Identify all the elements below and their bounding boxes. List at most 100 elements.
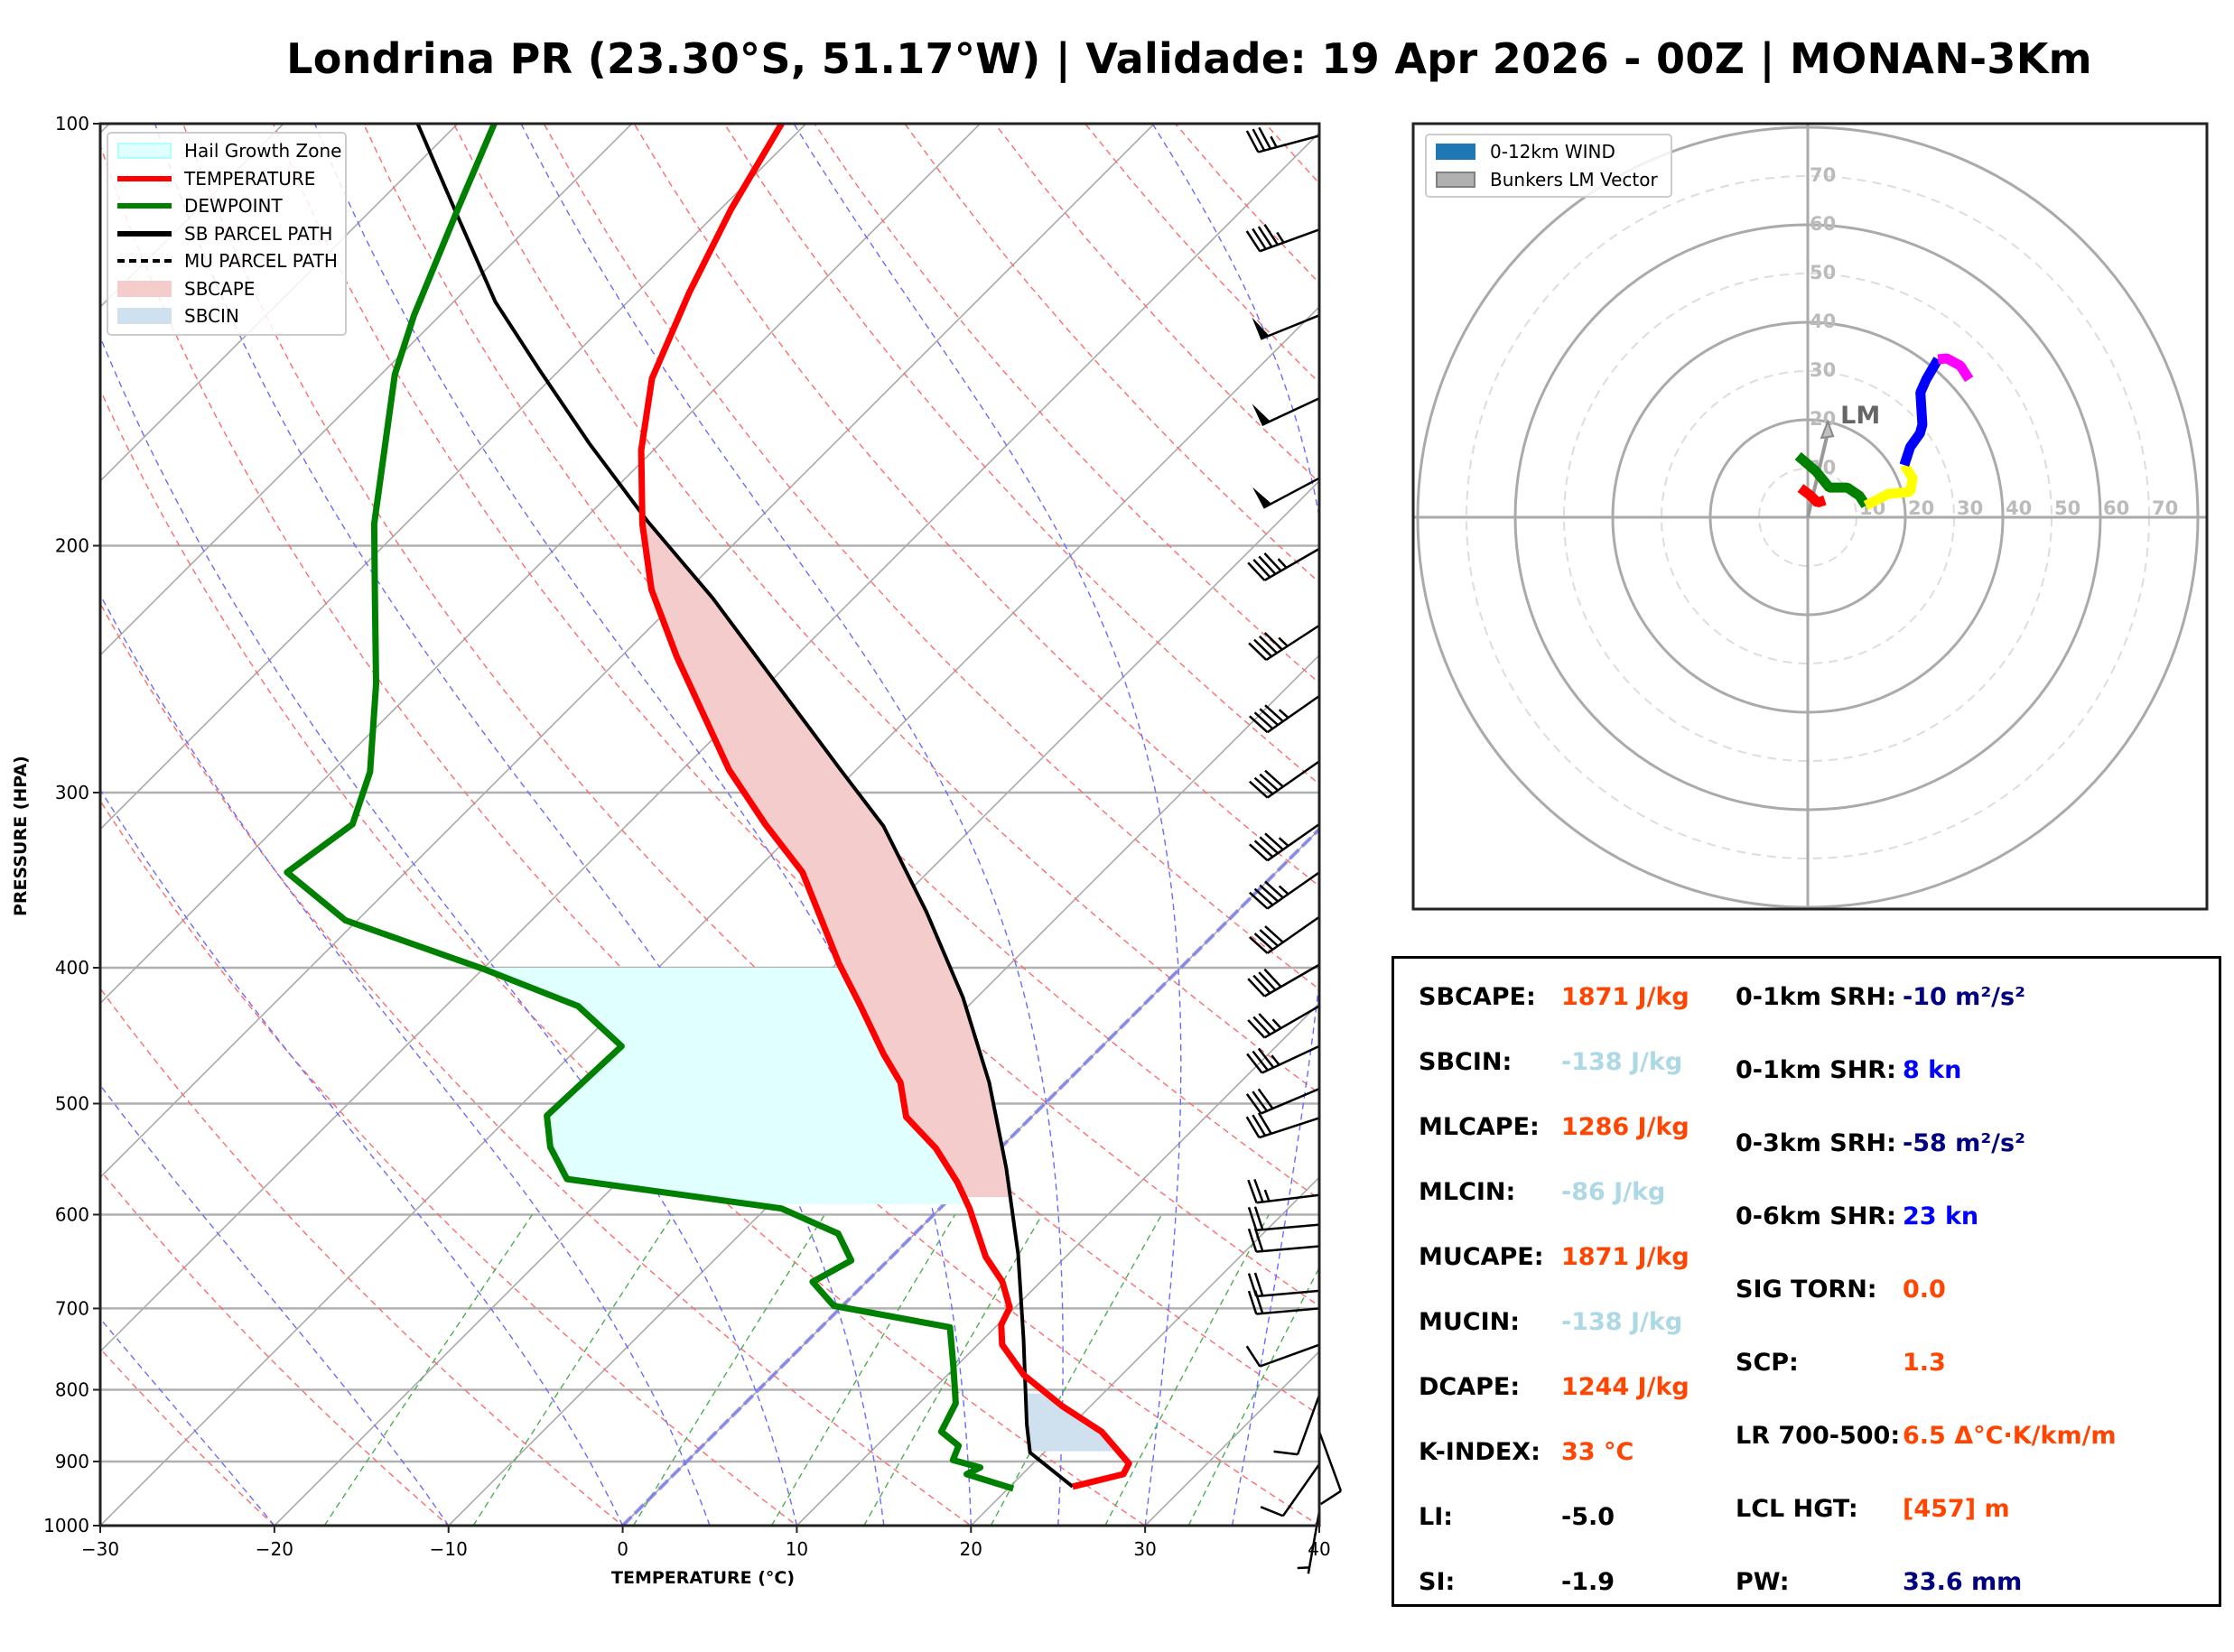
barb-full — [1248, 642, 1268, 661]
barb-shaft — [1263, 547, 1320, 581]
isotherm — [447, 654, 1319, 1526]
wind-barb — [1273, 1394, 1321, 1456]
hodo-segment-6-9km — [1899, 357, 1942, 467]
barb-full — [1273, 1450, 1299, 1456]
x-tick-label: 30 — [1133, 1538, 1156, 1560]
y-tick-label: 500 — [55, 1093, 89, 1115]
barb-full — [1319, 1490, 1342, 1506]
hodo-ring-label-y: 40 — [1810, 311, 1836, 332]
barb-full — [1253, 638, 1273, 658]
bunkers-lm-arrowhead — [1820, 419, 1835, 440]
mixing-ratio-line — [1104, 1214, 1270, 1526]
mixing-ratio-line — [323, 1214, 534, 1526]
y-tick-label: 300 — [55, 782, 89, 803]
hodo-legend-swatch-icon — [1436, 144, 1475, 161]
freezing-isotherm — [621, 826, 1319, 1526]
hodo-ring-label-y: 70 — [1810, 164, 1836, 186]
hodo-ring-label-x: 40 — [2006, 497, 2032, 519]
stat-value: 1286 J/kg — [1561, 1113, 1689, 1141]
stat-value: 1.3 — [1903, 1349, 1946, 1377]
wind-barb — [1247, 1272, 1320, 1298]
barb-full — [1264, 832, 1284, 851]
stat-label: LCL HGT: — [1736, 1495, 1858, 1523]
skewt-legend-swatch-icon — [117, 230, 172, 237]
hodo-legend-label: 0-12km WIND — [1490, 141, 1615, 163]
x-tick-label: −20 — [256, 1538, 293, 1560]
skewt-frame — [98, 122, 1321, 1527]
stat-value: -10 m²/s² — [1903, 983, 2025, 1011]
dry-adiabat — [100, 1348, 275, 1526]
barb-full — [1258, 555, 1277, 575]
skewt-legend-item: MU PARCEL PATH — [108, 247, 345, 275]
barb-shaft — [1263, 1005, 1320, 1039]
barb-shaft — [1266, 822, 1320, 862]
wind-barb — [1247, 547, 1320, 581]
wind-barb — [1248, 822, 1320, 862]
stat-value: 6.5 Δ°C·K/km/m — [1903, 1422, 2117, 1450]
x-tick-label: −30 — [81, 1538, 119, 1560]
barb-full — [1264, 925, 1284, 943]
barb-half — [1278, 885, 1289, 896]
y-tick-label: 900 — [55, 1451, 89, 1472]
temperature-line — [638, 124, 1132, 1490]
barb-full — [1245, 230, 1261, 252]
barb-full — [1253, 711, 1274, 730]
barb-half — [1276, 231, 1285, 244]
barb-full — [1253, 776, 1274, 795]
wind-barb — [1245, 1112, 1320, 1139]
barb-full — [1247, 1179, 1258, 1203]
stat-label: 0-3km SRH: — [1736, 1129, 1896, 1157]
dry-adiabat — [543, 124, 1319, 990]
skewt-legend-swatch-icon — [117, 175, 172, 181]
chart-title: Londrina PR (23.30°S, 51.17°W) | Validad… — [286, 34, 2092, 83]
skewt-legend-swatch-icon — [117, 280, 172, 297]
dry-adiabat — [100, 987, 624, 1526]
barb-full — [1252, 128, 1266, 152]
hodo-legend-item: Bunkers LM Vector — [1427, 166, 1671, 194]
barb-full — [1253, 1290, 1264, 1314]
barb-half — [1277, 558, 1288, 569]
barb-pennant — [1252, 404, 1271, 425]
barb-full — [1247, 1290, 1258, 1314]
barb-full — [1247, 978, 1266, 998]
dry-adiabat — [100, 602, 973, 1526]
stat-label: SI: — [1419, 1568, 1456, 1596]
barb-full — [1248, 715, 1269, 734]
skewt-legend-label: DEWPOINT — [184, 195, 283, 218]
barb-shaft — [1265, 624, 1320, 662]
wind-barb — [1247, 1290, 1320, 1315]
wind-barb — [1248, 871, 1320, 910]
y-axis-label: PRESSURE (HPA) — [11, 756, 31, 916]
barb-full — [1259, 929, 1279, 947]
stat-label: 0-1km SHR: — [1736, 1056, 1896, 1084]
sb-parcel-path-line — [415, 124, 1075, 1489]
stat-label: LI: — [1419, 1503, 1454, 1531]
barb-full — [1248, 843, 1269, 862]
barb-full — [1248, 936, 1269, 954]
wind-barb — [1248, 624, 1320, 662]
stat-label: SBCAPE: — [1419, 983, 1536, 1011]
wind-barb — [1247, 963, 1320, 998]
barb-shaft — [1281, 1463, 1321, 1517]
barb-shaft — [1262, 477, 1320, 509]
barb-full — [1253, 1272, 1264, 1296]
skewt-legend-item: TEMPERATURE — [108, 165, 345, 193]
stat-value: 23 kn — [1903, 1202, 1979, 1230]
stat-label: MUCIN: — [1419, 1308, 1521, 1336]
barb-full — [1258, 126, 1272, 150]
skewt-legend-swatch-icon — [117, 203, 172, 209]
wind-barb — [1248, 760, 1320, 799]
wind-barb — [1245, 126, 1320, 153]
barb-full — [1263, 968, 1282, 988]
barb-shaft — [1256, 1307, 1320, 1315]
hodo-legend-label: Bunkers LM Vector — [1490, 168, 1658, 190]
barb-shaft — [1261, 1087, 1320, 1115]
mixing-ratio-line — [990, 1214, 1163, 1526]
wind-barb — [1252, 397, 1320, 426]
barb-full — [1252, 558, 1271, 579]
barb-half — [1263, 1189, 1271, 1202]
barb-half — [1278, 636, 1289, 647]
barb-full — [1252, 1050, 1269, 1072]
isotherm — [273, 479, 1319, 1526]
